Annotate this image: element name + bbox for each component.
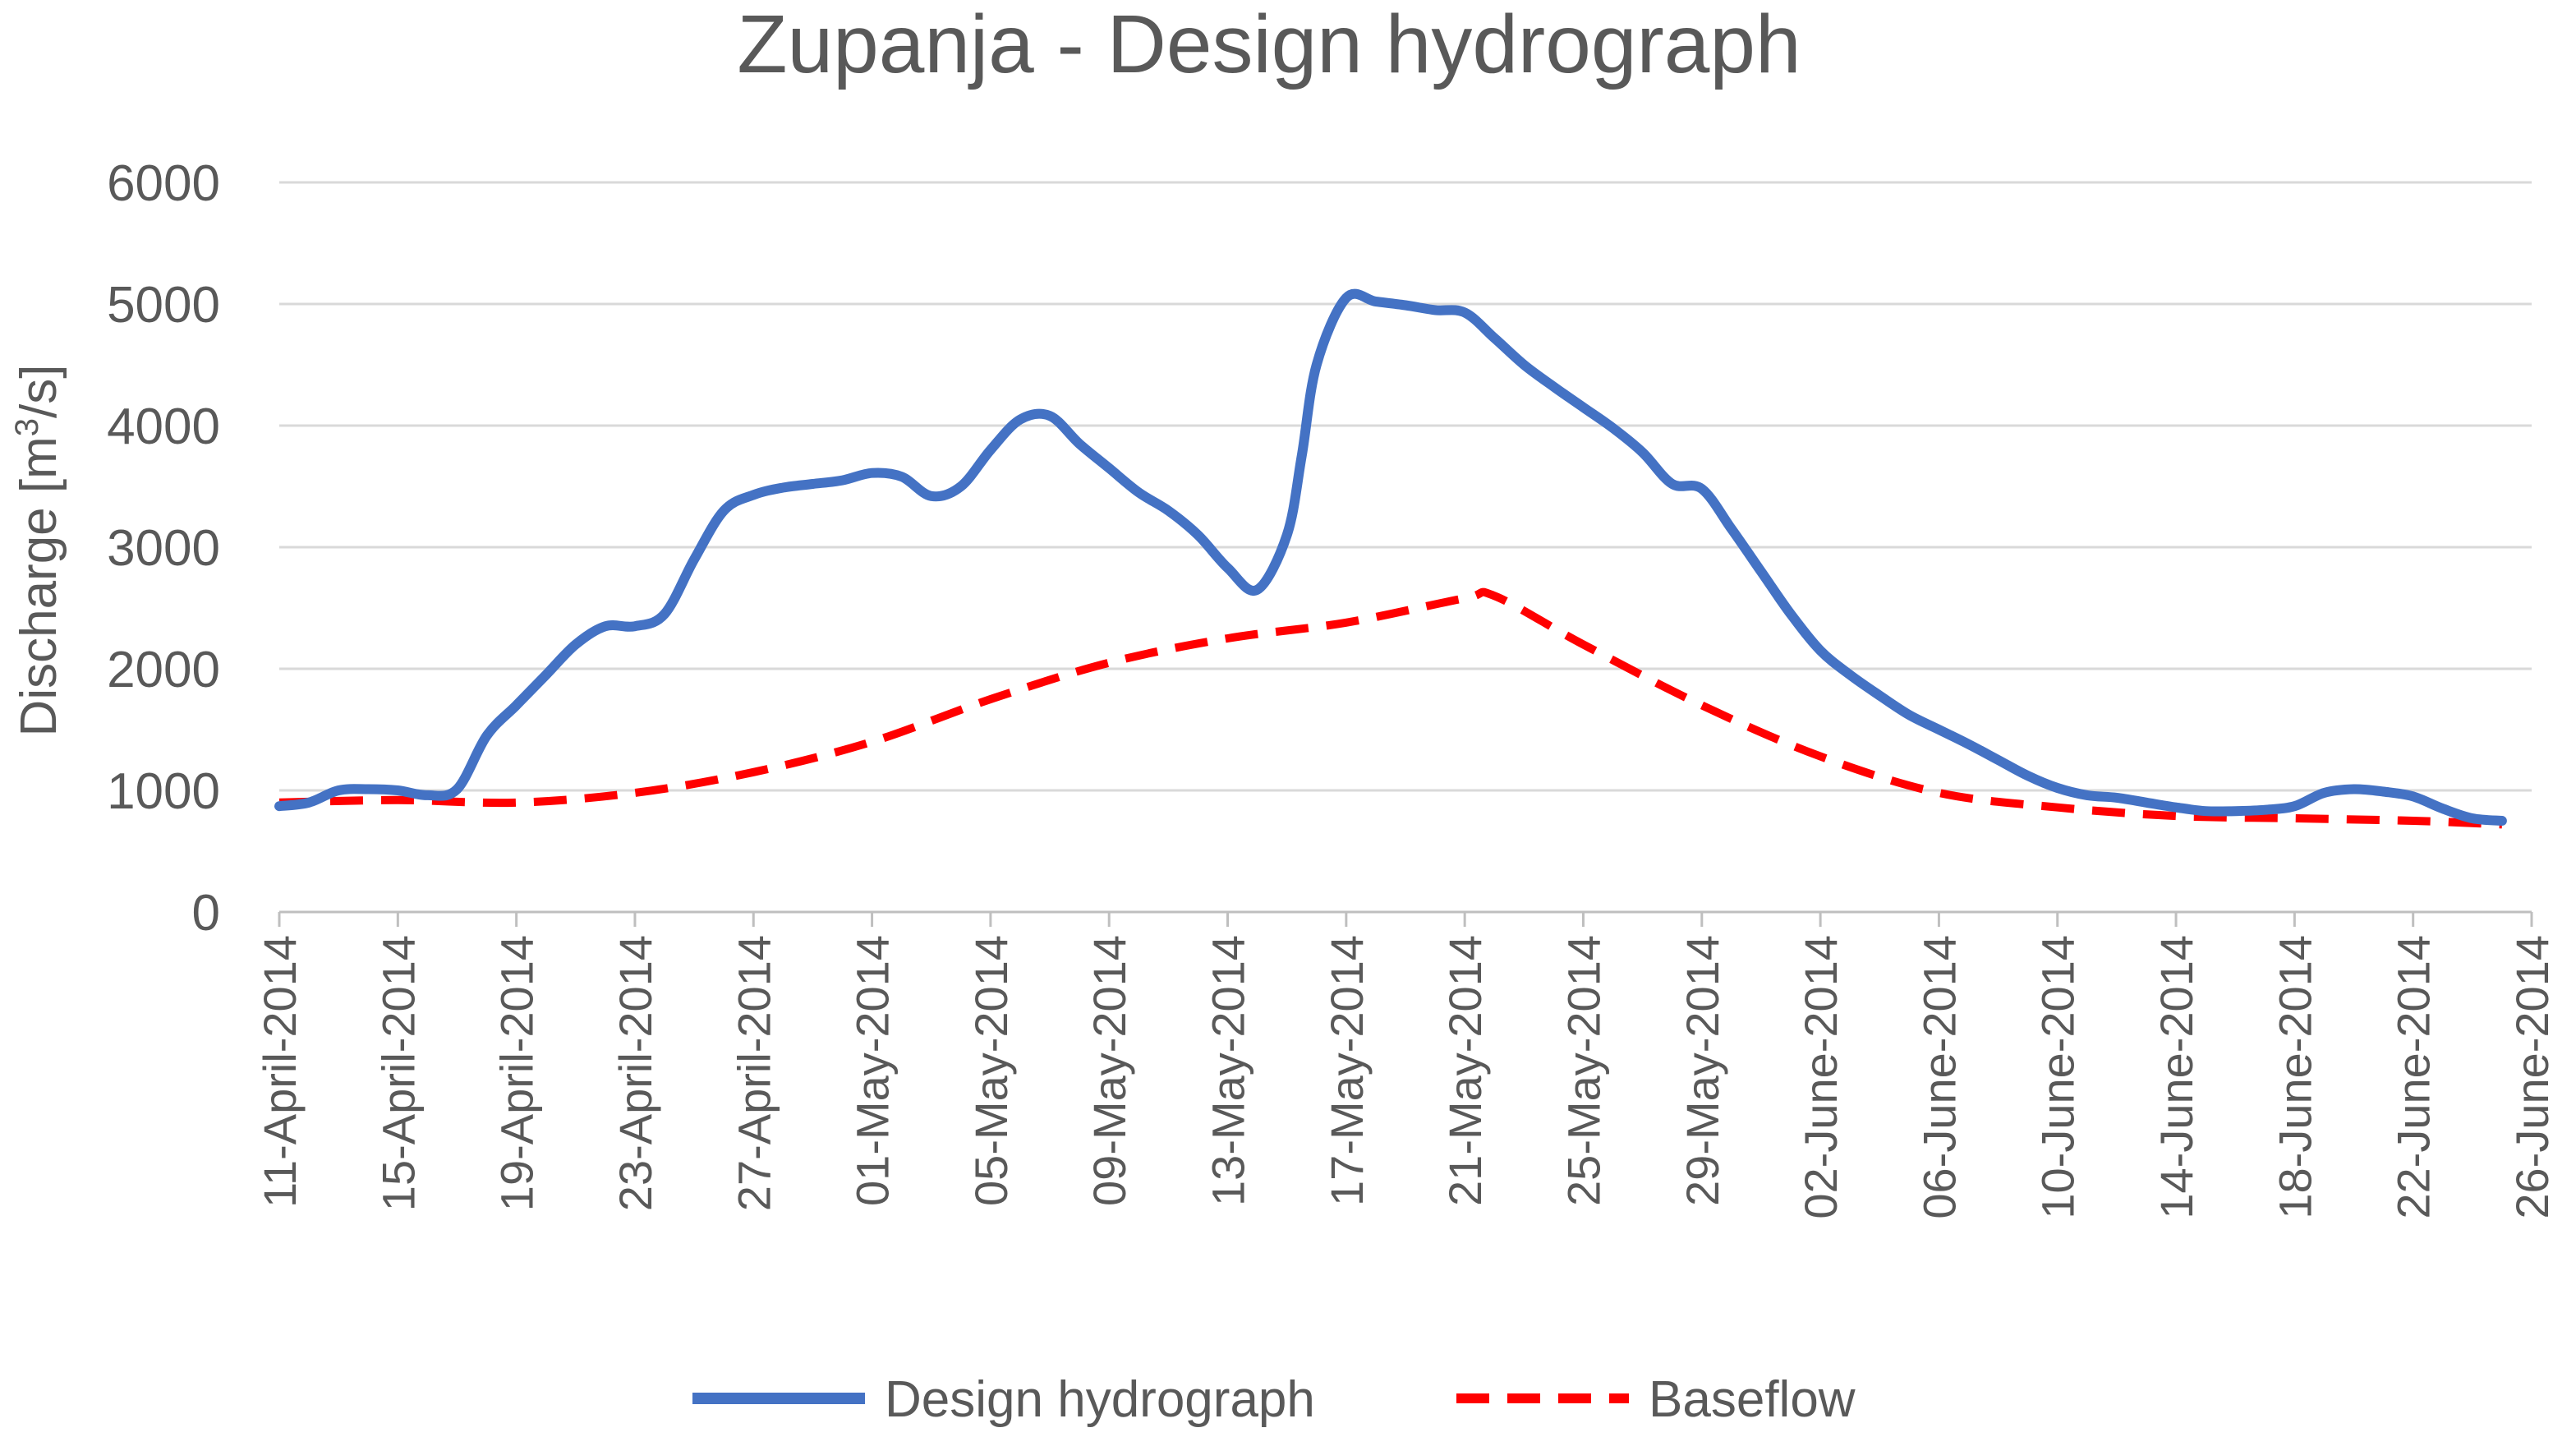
x-tick-label-16: 14-June-2014 bbox=[2150, 935, 2202, 1219]
x-tick-label-19: 26-June-2014 bbox=[2506, 935, 2558, 1219]
x-tick-label-13: 02-June-2014 bbox=[1795, 935, 1847, 1219]
y-tick-label-2000: 2000 bbox=[107, 642, 220, 698]
x-axis-ticks: 11-April-2014 15-April-2014 19-April-2014 2… bbox=[254, 912, 2558, 1219]
y-axis-ticks: 0 1000 2000 3000 4000 5000 6000 bbox=[107, 155, 220, 942]
x-tick-label-7: 09-May-2014 bbox=[1083, 935, 1135, 1206]
series-line-design-hydrograph bbox=[274, 288, 2507, 826]
y-axis-label-tail: /s] bbox=[11, 365, 67, 418]
x-tick-label-10: 21-May-2014 bbox=[1439, 935, 1491, 1206]
x-tick-label-11: 25-May-2014 bbox=[1557, 935, 1609, 1206]
gridlines bbox=[279, 181, 2532, 792]
legend-label-design-hydrograph: Design hydrograph bbox=[885, 1371, 1315, 1428]
y-axis-label-superscript: 3 bbox=[9, 418, 45, 436]
x-tick-label-6: 05-May-2014 bbox=[965, 935, 1017, 1206]
series-layer bbox=[274, 288, 2507, 829]
x-tick-label-4: 27-April-2014 bbox=[728, 935, 780, 1211]
y-axis-label: Discharge [m3/s] bbox=[9, 365, 67, 737]
x-tick-label-15: 10-June-2014 bbox=[2032, 935, 2084, 1219]
legend-label-baseflow: Baseflow bbox=[1649, 1371, 1856, 1428]
series-line-baseflow bbox=[278, 587, 2503, 829]
y-tick-label-0: 0 bbox=[192, 885, 220, 942]
legend: Design hydrograph Baseflow bbox=[692, 1371, 1856, 1428]
y-tick-label-3000: 3000 bbox=[107, 520, 220, 577]
x-tick-label-0: 11-April-2014 bbox=[254, 935, 306, 1208]
x-tick-label-5: 01-May-2014 bbox=[847, 935, 899, 1206]
x-tick-label-1: 15-April-2014 bbox=[372, 935, 424, 1211]
y-tick-label-1000: 1000 bbox=[107, 763, 220, 820]
x-tick-label-2: 19-April-2014 bbox=[491, 935, 543, 1211]
chart-title: Zupanja - Design hydrograph bbox=[737, 0, 1801, 90]
x-tick-label-8: 13-May-2014 bbox=[1203, 935, 1254, 1206]
x-tick-label-17: 18-June-2014 bbox=[2269, 935, 2321, 1219]
y-axis-label-main: Discharge [m bbox=[11, 436, 67, 736]
x-tick-label-14: 06-June-2014 bbox=[1913, 935, 1965, 1219]
y-tick-label-6000: 6000 bbox=[107, 155, 220, 212]
x-tick-label-12: 29-May-2014 bbox=[1677, 935, 1728, 1206]
x-tick-label-18: 22-June-2014 bbox=[2388, 935, 2440, 1219]
y-tick-label-5000: 5000 bbox=[107, 277, 220, 334]
x-tick-label-3: 23-April-2014 bbox=[610, 935, 661, 1211]
x-tick-label-9: 17-May-2014 bbox=[1321, 935, 1373, 1206]
y-tick-label-4000: 4000 bbox=[107, 398, 220, 455]
